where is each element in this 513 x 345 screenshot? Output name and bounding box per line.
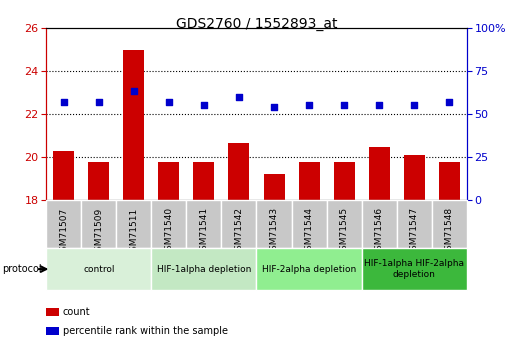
Point: [305, 102, 313, 108]
Bar: [228, 143, 249, 200]
Point: [165, 99, 173, 105]
Bar: [299, 162, 320, 200]
Bar: [404, 155, 425, 200]
FancyBboxPatch shape: [151, 248, 256, 290]
Bar: [53, 150, 74, 200]
Point: [270, 104, 278, 110]
Point: [200, 102, 208, 108]
Bar: [193, 162, 214, 200]
Point: [60, 99, 68, 105]
Bar: [264, 174, 285, 200]
FancyBboxPatch shape: [362, 248, 467, 290]
Point: [445, 99, 453, 105]
FancyBboxPatch shape: [362, 200, 397, 248]
Point: [130, 89, 138, 94]
Text: HIF-1alpha depletion: HIF-1alpha depletion: [157, 265, 251, 274]
Bar: [439, 162, 460, 200]
Point: [375, 102, 383, 108]
Text: GSM71540: GSM71540: [164, 207, 173, 256]
Text: GSM71545: GSM71545: [340, 207, 349, 256]
FancyBboxPatch shape: [46, 200, 81, 248]
Bar: [159, 162, 180, 200]
Text: GSM71541: GSM71541: [200, 207, 208, 256]
Text: GSM71548: GSM71548: [445, 207, 454, 256]
Point: [410, 102, 418, 108]
FancyBboxPatch shape: [397, 200, 432, 248]
FancyBboxPatch shape: [116, 200, 151, 248]
FancyBboxPatch shape: [256, 248, 362, 290]
Text: count: count: [63, 307, 91, 317]
Text: HIF-2alpha depletion: HIF-2alpha depletion: [262, 265, 356, 274]
Text: GSM71546: GSM71546: [374, 207, 384, 256]
Point: [340, 102, 348, 108]
FancyBboxPatch shape: [432, 200, 467, 248]
Text: GSM71544: GSM71544: [305, 207, 313, 256]
Text: GSM71547: GSM71547: [410, 207, 419, 256]
Text: protocol: protocol: [3, 264, 42, 274]
FancyBboxPatch shape: [256, 200, 291, 248]
Text: HIF-1alpha HIF-2alpha
depletion: HIF-1alpha HIF-2alpha depletion: [364, 259, 464, 279]
Bar: [46, 327, 59, 335]
Text: percentile rank within the sample: percentile rank within the sample: [63, 326, 228, 336]
Text: GSM71543: GSM71543: [269, 207, 279, 256]
Text: GSM71542: GSM71542: [234, 207, 244, 256]
FancyBboxPatch shape: [81, 200, 116, 248]
Bar: [46, 308, 59, 316]
Bar: [333, 162, 354, 200]
FancyBboxPatch shape: [186, 200, 222, 248]
FancyBboxPatch shape: [291, 200, 327, 248]
Text: GSM71507: GSM71507: [59, 207, 68, 257]
Bar: [123, 50, 144, 200]
Point: [235, 94, 243, 99]
Text: GDS2760 / 1552893_at: GDS2760 / 1552893_at: [176, 17, 337, 31]
FancyBboxPatch shape: [46, 248, 151, 290]
Bar: [369, 147, 390, 200]
FancyBboxPatch shape: [222, 200, 256, 248]
FancyBboxPatch shape: [327, 200, 362, 248]
Bar: [88, 162, 109, 200]
Text: GSM71509: GSM71509: [94, 207, 103, 257]
FancyBboxPatch shape: [151, 200, 186, 248]
Point: [94, 99, 103, 105]
Text: control: control: [83, 265, 114, 274]
Text: GSM71511: GSM71511: [129, 207, 139, 257]
